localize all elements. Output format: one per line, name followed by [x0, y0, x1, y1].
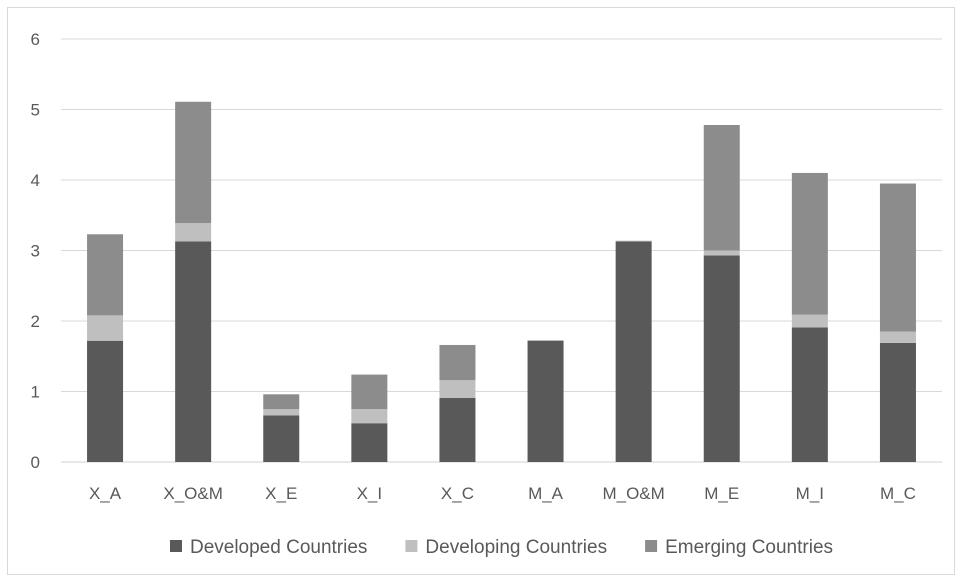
legend: Developed Countries Developing Countries E…	[169, 537, 833, 558]
bar-segment	[879, 183, 916, 332]
x-tick-label: X_C	[441, 484, 474, 503]
bars	[87, 101, 916, 462]
bar-segment	[527, 340, 564, 462]
bar-segment	[439, 397, 476, 462]
y-tick-label: 1	[31, 383, 40, 402]
y-tick-label: 2	[31, 312, 40, 331]
bar-segment	[615, 241, 652, 462]
bar-segment	[439, 344, 476, 381]
x-tick-label: M_C	[880, 484, 916, 503]
y-tick-label: 5	[31, 101, 40, 120]
x-tick-label: X_E	[265, 484, 297, 503]
bar-segment	[87, 234, 124, 316]
legend-swatch	[405, 540, 418, 552]
x-tick-label: M_A	[528, 484, 564, 503]
bar-segment	[175, 223, 212, 242]
bar-segment	[615, 240, 652, 242]
bar-segment	[879, 331, 916, 343]
bar-segment	[879, 342, 916, 462]
y-tick-label: 4	[31, 171, 40, 190]
bar-segment	[351, 409, 388, 424]
x-tick-label: X_O&M	[163, 484, 223, 503]
bar-segment	[703, 250, 740, 256]
bar-segment	[791, 172, 828, 315]
x-tick-label: X_I	[357, 484, 383, 503]
x-tick-label: M_E	[704, 484, 739, 503]
x-tick-label: M_O&M	[602, 484, 664, 503]
legend-swatch	[169, 540, 182, 552]
x-axis-ticks: X_A X_O&M X_E X_I X_C M_A M_O&M M_E M_I M_C	[89, 484, 916, 503]
y-tick-label: 6	[31, 30, 40, 49]
bar-segment	[439, 380, 476, 398]
y-tick-label: 0	[31, 453, 40, 472]
y-axis-ticks: 0 1 2 3 4 5 6	[31, 30, 40, 472]
bar-segment	[351, 423, 388, 462]
x-tick-label: X_A	[89, 484, 122, 503]
bar-segment	[527, 340, 564, 341]
bar-segment	[263, 415, 300, 462]
legend-label: Developing Countries	[425, 537, 607, 558]
bar-segment	[87, 315, 124, 341]
bar-segment	[175, 241, 212, 462]
bar-segment	[791, 327, 828, 462]
x-tick-label: M_I	[796, 484, 824, 503]
bar-segment	[351, 374, 388, 410]
bar-segment	[263, 409, 300, 416]
legend-label: Developed Countries	[190, 537, 367, 558]
y-tick-label: 3	[31, 242, 40, 261]
bar-segment	[703, 255, 740, 462]
legend-label: Emerging Countries	[665, 537, 833, 558]
legend-swatch	[645, 540, 658, 552]
bar-segment	[263, 394, 300, 410]
bar-segment	[703, 125, 740, 251]
bar-segment	[175, 101, 212, 224]
bar-segment	[87, 340, 124, 462]
bar-segment	[791, 314, 828, 328]
